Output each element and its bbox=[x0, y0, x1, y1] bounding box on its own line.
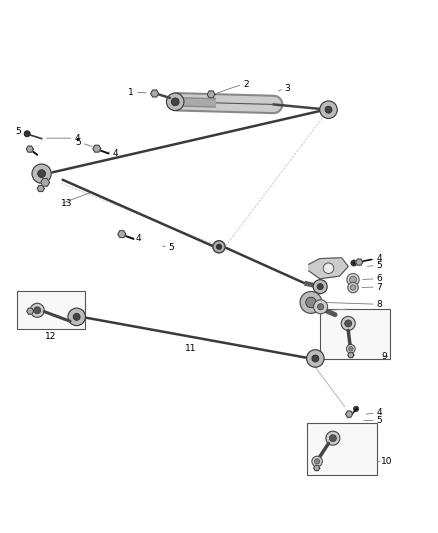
Text: 1: 1 bbox=[128, 87, 134, 96]
Bar bbox=[320, 309, 390, 359]
Polygon shape bbox=[41, 179, 49, 186]
Circle shape bbox=[320, 101, 337, 118]
Polygon shape bbox=[93, 146, 101, 152]
Circle shape bbox=[347, 273, 359, 286]
Circle shape bbox=[345, 320, 352, 327]
Circle shape bbox=[326, 431, 340, 445]
Circle shape bbox=[300, 292, 322, 313]
Text: 10: 10 bbox=[381, 457, 392, 466]
Circle shape bbox=[317, 284, 323, 290]
Circle shape bbox=[73, 313, 80, 320]
Text: 7: 7 bbox=[377, 282, 382, 292]
Polygon shape bbox=[151, 90, 159, 97]
Text: 12: 12 bbox=[45, 332, 56, 341]
Text: 5: 5 bbox=[15, 127, 21, 136]
Circle shape bbox=[38, 169, 46, 177]
Polygon shape bbox=[26, 146, 33, 152]
Text: 4: 4 bbox=[113, 149, 119, 158]
Circle shape bbox=[216, 244, 222, 249]
Circle shape bbox=[341, 317, 355, 330]
Polygon shape bbox=[37, 185, 44, 191]
Circle shape bbox=[329, 435, 336, 442]
Polygon shape bbox=[348, 352, 354, 358]
Polygon shape bbox=[356, 259, 363, 265]
Text: 13: 13 bbox=[61, 199, 73, 208]
Polygon shape bbox=[309, 258, 348, 279]
Text: 6: 6 bbox=[377, 274, 382, 283]
Text: 4: 4 bbox=[377, 254, 382, 263]
Circle shape bbox=[213, 241, 225, 253]
Polygon shape bbox=[346, 411, 353, 417]
Circle shape bbox=[323, 263, 334, 273]
Polygon shape bbox=[118, 231, 126, 238]
Text: 4: 4 bbox=[377, 408, 382, 417]
Text: 8: 8 bbox=[377, 300, 382, 309]
Polygon shape bbox=[314, 465, 320, 471]
Bar bbox=[307, 423, 377, 474]
Circle shape bbox=[318, 304, 324, 310]
Polygon shape bbox=[27, 308, 34, 314]
Text: 5: 5 bbox=[377, 261, 382, 270]
Circle shape bbox=[32, 164, 51, 183]
Circle shape bbox=[313, 280, 327, 294]
Circle shape bbox=[351, 260, 357, 266]
Circle shape bbox=[24, 131, 30, 137]
Polygon shape bbox=[207, 91, 215, 98]
Circle shape bbox=[171, 98, 179, 106]
Circle shape bbox=[350, 276, 357, 283]
Circle shape bbox=[353, 406, 359, 411]
Circle shape bbox=[30, 303, 44, 317]
Circle shape bbox=[312, 355, 319, 362]
Circle shape bbox=[306, 297, 316, 308]
Text: 5: 5 bbox=[169, 243, 174, 252]
Text: 4: 4 bbox=[74, 134, 80, 143]
Circle shape bbox=[34, 307, 41, 314]
Circle shape bbox=[312, 456, 322, 467]
Text: 3: 3 bbox=[285, 84, 290, 93]
Circle shape bbox=[325, 106, 332, 113]
Circle shape bbox=[166, 93, 184, 110]
Text: 5: 5 bbox=[75, 139, 81, 148]
Circle shape bbox=[68, 308, 85, 326]
Circle shape bbox=[350, 285, 356, 290]
Circle shape bbox=[307, 350, 324, 367]
Text: 11: 11 bbox=[185, 344, 196, 353]
Text: 2: 2 bbox=[243, 80, 249, 89]
Text: 5: 5 bbox=[377, 416, 382, 425]
Circle shape bbox=[349, 346, 353, 351]
Circle shape bbox=[346, 344, 355, 353]
Text: 4: 4 bbox=[136, 235, 141, 244]
Circle shape bbox=[348, 282, 358, 293]
Text: 9: 9 bbox=[381, 352, 387, 361]
Circle shape bbox=[314, 300, 328, 314]
Bar bbox=[17, 292, 85, 329]
Circle shape bbox=[314, 459, 320, 464]
